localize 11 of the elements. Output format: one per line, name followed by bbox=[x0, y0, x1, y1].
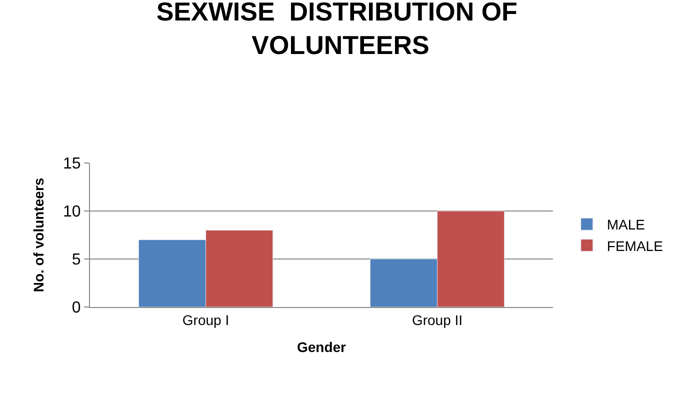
y-tick-label: 10 bbox=[63, 204, 81, 221]
y-tick-label: 5 bbox=[72, 252, 81, 269]
x-tick-label: Group I bbox=[182, 312, 230, 328]
legend-label: MALE bbox=[606, 216, 646, 233]
x-axis-title: Gender bbox=[296, 339, 347, 356]
x-tick-label: Group II bbox=[412, 312, 463, 328]
y-tick-label: 15 bbox=[63, 156, 81, 173]
y-axis-title: No. of volunteers bbox=[30, 178, 47, 292]
y-tick-label: 0 bbox=[72, 300, 81, 317]
chart-title: SEXWISE DISTRIBUTION OF VOLUNTEERS bbox=[156, 0, 525, 60]
legend-label: FEMALE bbox=[606, 238, 663, 254]
